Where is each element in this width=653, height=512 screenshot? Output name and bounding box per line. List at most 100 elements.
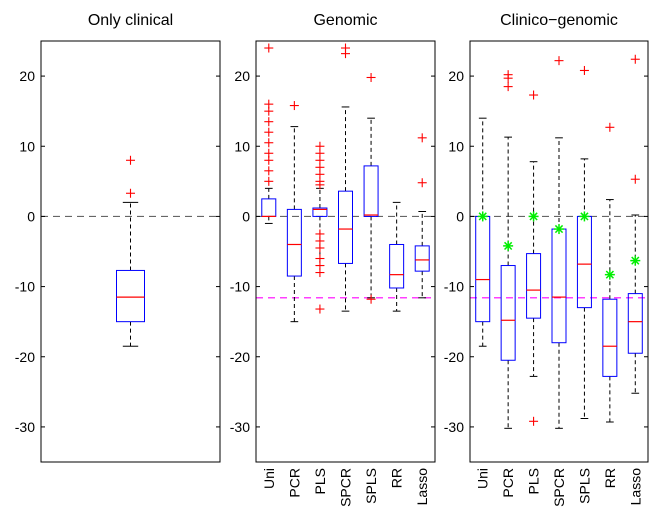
box-iqr — [116, 269, 145, 323]
category-label: SPLS — [363, 468, 379, 504]
star-marker — [630, 255, 641, 266]
category-label: RR — [602, 468, 618, 488]
axes-frame — [469, 40, 649, 463]
outlier-marker — [503, 70, 513, 80]
box-iqr — [551, 228, 567, 344]
y-tick-label: -20 — [444, 349, 464, 365]
panel-title: Clinico−genomic — [500, 12, 618, 29]
category-label: RR — [389, 468, 405, 488]
box-iqr — [602, 298, 618, 377]
y-tick-label: 10 — [448, 138, 464, 154]
star-marker — [579, 211, 590, 222]
box-SPCR — [338, 43, 353, 312]
outlier-marker — [264, 176, 274, 186]
outlier-marker — [366, 294, 376, 304]
outlier-marker — [417, 178, 427, 188]
outlier-marker — [315, 229, 325, 239]
outlier-marker — [126, 155, 135, 165]
outlier-marker — [579, 65, 589, 75]
y-tick-label: 0 — [242, 208, 250, 224]
y-tick-label: -20 — [230, 349, 250, 365]
box-RR — [389, 201, 405, 312]
outlier-marker — [264, 127, 274, 137]
plot-panels: Only clinical -30 -20 -10 0 10 20 Genomic -30 -20… — [15, 12, 649, 507]
box-iqr — [526, 253, 542, 319]
box-iqr — [627, 293, 643, 354]
y-tick-label: -10 — [230, 279, 250, 295]
panel-1: Only clinical -30 -20 -10 0 10 20 — [15, 12, 221, 463]
y-tick-label: -30 — [444, 419, 464, 435]
outlier-marker — [315, 304, 325, 314]
outlier-marker — [605, 122, 615, 132]
category-label: Uni — [475, 468, 491, 489]
category-label: PLS — [526, 468, 542, 494]
outlier-marker — [417, 133, 427, 143]
outlier-marker — [529, 90, 539, 100]
y-tick-label: 0 — [456, 208, 464, 224]
panel-title: Genomic — [313, 12, 377, 29]
box-SPLS — [576, 65, 592, 419]
box-iqr — [261, 198, 277, 217]
axes-frame — [255, 40, 436, 463]
box-iqr — [389, 243, 405, 289]
y-tick-label: 10 — [234, 138, 250, 154]
category-label: PCR — [286, 468, 302, 498]
category-label: Lasso — [414, 468, 430, 506]
box-iqr — [414, 245, 430, 272]
outlier-marker — [264, 99, 274, 109]
box-iqr — [312, 207, 328, 217]
outlier-marker — [264, 148, 274, 158]
outlier-marker — [126, 188, 135, 198]
outlier-marker — [554, 56, 564, 66]
box-single — [116, 155, 145, 347]
outlier-marker — [341, 43, 350, 53]
star-marker — [554, 224, 564, 235]
y-tick-label: 0 — [27, 208, 35, 224]
star-marker — [503, 240, 514, 251]
outlier-marker — [264, 166, 274, 176]
box-SPCR — [551, 56, 567, 429]
panel-2: Genomic -30 -20 -10 0 10 20 Uni PCR PLS SPCR SPLS RR… — [230, 12, 436, 507]
outlier-marker — [630, 174, 640, 184]
box-Uni — [261, 43, 277, 224]
box-RR — [602, 122, 618, 423]
star-marker — [528, 211, 539, 222]
box-iqr — [286, 208, 302, 277]
outlier-marker — [289, 101, 299, 111]
y-tick-label: 10 — [19, 138, 35, 154]
box-Lasso — [627, 54, 643, 394]
y-tick-label: -30 — [15, 419, 35, 435]
category-label: PCR — [500, 468, 516, 498]
y-tick-label: 20 — [448, 68, 464, 84]
star-marker — [477, 211, 488, 222]
outlier-marker — [366, 72, 376, 82]
outlier-marker — [264, 43, 274, 53]
category-label: PLS — [312, 468, 328, 494]
box-PLS — [526, 90, 542, 426]
outlier-marker — [529, 416, 539, 426]
panel-title: Only clinical — [88, 12, 173, 29]
box-Lasso — [414, 133, 430, 299]
box-PCR — [500, 70, 516, 429]
box-Uni — [475, 117, 491, 347]
category-label: SPCR — [338, 468, 354, 507]
category-label: SPCR — [551, 468, 567, 507]
box-iqr — [363, 165, 379, 217]
panel-3: Clinico−genomic -30 -20 -10 0 10 20 Uni PCR PLS SP… — [444, 12, 649, 507]
box-iqr — [475, 215, 491, 323]
y-tick-label: -30 — [230, 419, 250, 435]
y-tick-label: -10 — [15, 279, 35, 295]
y-tick-label: 20 — [19, 68, 35, 84]
box-iqr — [500, 265, 516, 361]
y-tick-label: -20 — [15, 349, 35, 365]
outlier-marker — [264, 138, 274, 148]
y-tick-label: 20 — [234, 68, 250, 84]
outlier-marker — [315, 141, 325, 151]
y-tick-label: -10 — [444, 279, 464, 295]
box-PCR — [286, 101, 302, 323]
outlier-marker — [503, 82, 513, 92]
category-label: Lasso — [627, 468, 643, 506]
axes-frame — [40, 40, 221, 463]
box-iqr — [338, 190, 353, 264]
box-SPLS — [363, 72, 379, 304]
